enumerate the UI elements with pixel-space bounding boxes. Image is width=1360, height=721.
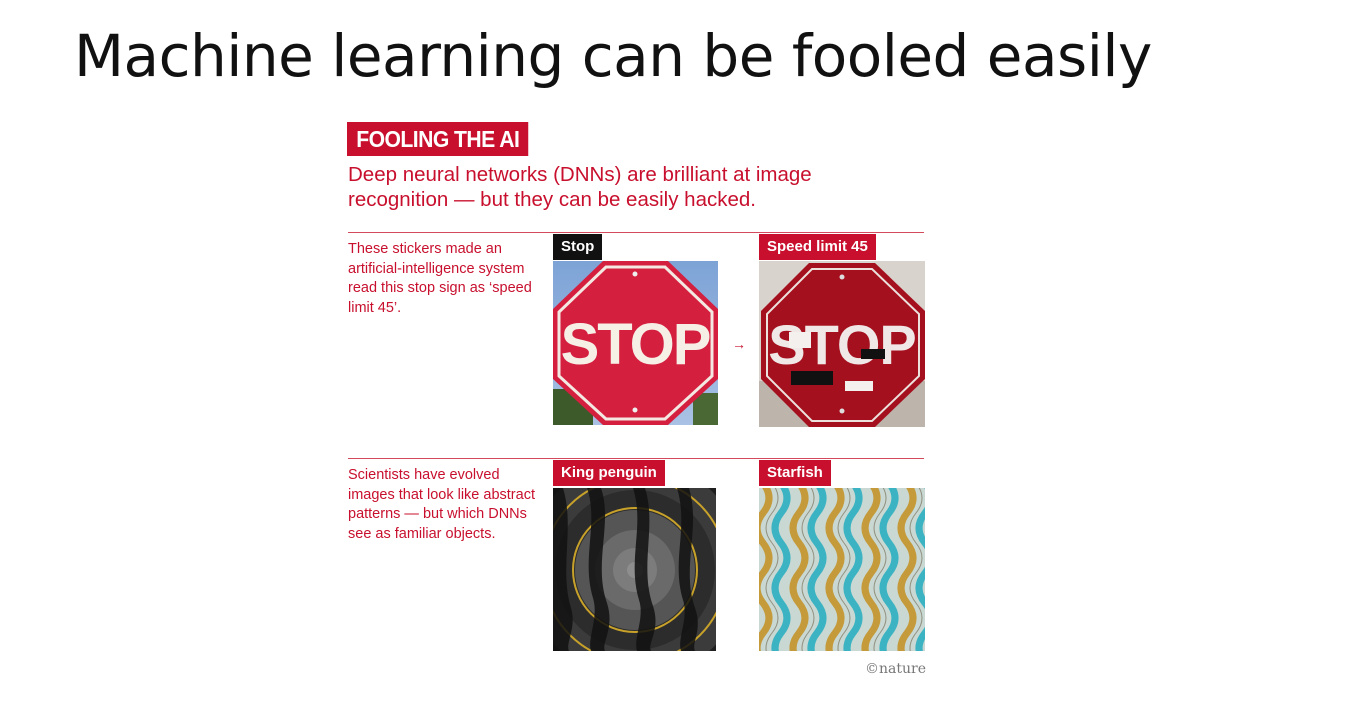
sticker-black-1 — [791, 371, 833, 385]
king-penguin-label: King penguin — [553, 460, 665, 486]
speed-limit-label: Speed limit 45 — [759, 234, 876, 260]
sticker-black-2 — [861, 349, 885, 359]
row2-caption: Scientists have evolved images that look… — [348, 467, 535, 542]
starfish-label: Starfish — [759, 460, 831, 486]
sticker-white-2 — [845, 381, 873, 391]
figure-banner: FOOLING THE AI — [347, 122, 529, 156]
figure-subtitle: Deep neural networks (DNNs) are brillian… — [348, 163, 812, 211]
stop-sign-image: STOP — [553, 261, 718, 425]
slide-title: Machine learning can be fooled easily — [74, 22, 1152, 90]
starfish-pattern-image — [759, 488, 925, 651]
hacked-stop-sign-image: STOP — [759, 261, 925, 427]
stop-label: Stop — [553, 234, 603, 260]
nature-figure: FOOLING THE AI Deep neural networks (DNN… — [340, 118, 940, 688]
divider-middle — [348, 458, 924, 459]
stop-sign-text: STOP — [561, 312, 710, 377]
row1-caption: These stickers made an artificial-intell… — [348, 241, 532, 316]
divider-top — [348, 232, 924, 233]
sticker-white-1 — [789, 332, 811, 348]
arrow-icon: → — [732, 336, 746, 352]
king-penguin-pattern-image — [553, 488, 716, 651]
nature-credit: ©nature — [865, 661, 926, 677]
